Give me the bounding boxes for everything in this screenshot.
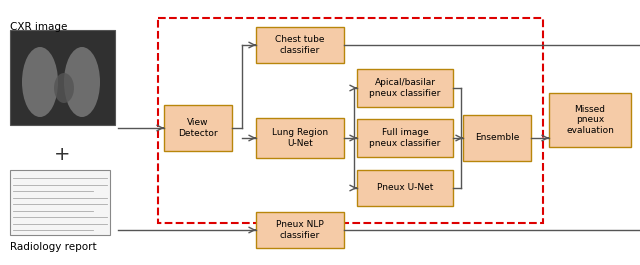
FancyBboxPatch shape (463, 115, 531, 161)
Text: Ensemble: Ensemble (475, 134, 519, 143)
Text: Pneux NLP
classifier: Pneux NLP classifier (276, 220, 324, 240)
FancyBboxPatch shape (164, 105, 232, 151)
Ellipse shape (64, 47, 100, 117)
FancyBboxPatch shape (10, 30, 115, 125)
Ellipse shape (54, 73, 74, 103)
FancyBboxPatch shape (256, 27, 344, 63)
Text: View
Detector: View Detector (178, 118, 218, 138)
FancyBboxPatch shape (357, 119, 453, 157)
Text: Apical/basilar
pneux classifier: Apical/basilar pneux classifier (369, 78, 441, 98)
Text: Missed
pneux
evaluation: Missed pneux evaluation (566, 105, 614, 135)
Text: Lung Region
U-Net: Lung Region U-Net (272, 128, 328, 148)
Text: Pneux U-Net: Pneux U-Net (377, 183, 433, 192)
FancyBboxPatch shape (10, 170, 110, 235)
FancyBboxPatch shape (256, 118, 344, 158)
Text: +: + (54, 145, 70, 165)
FancyBboxPatch shape (357, 170, 453, 206)
FancyBboxPatch shape (549, 93, 631, 147)
Text: Radiology report: Radiology report (10, 242, 97, 252)
FancyBboxPatch shape (357, 69, 453, 107)
Text: Chest tube
classifier: Chest tube classifier (275, 35, 324, 55)
Text: Full image
pneux classifier: Full image pneux classifier (369, 128, 441, 148)
Text: CXR image: CXR image (10, 22, 67, 32)
Ellipse shape (22, 47, 58, 117)
FancyBboxPatch shape (256, 212, 344, 248)
